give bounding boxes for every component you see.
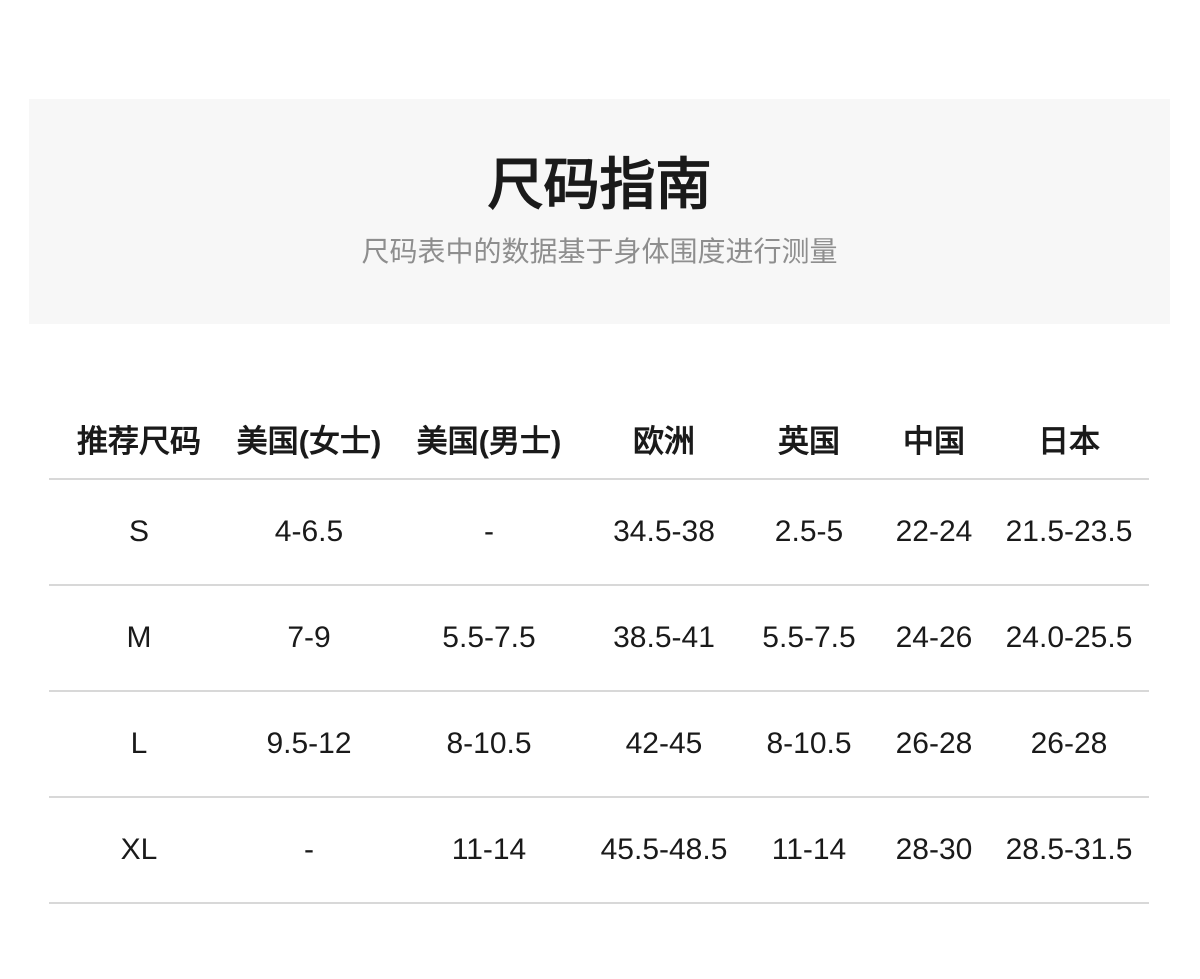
column-header-japan: 日本 <box>1038 423 1100 459</box>
size-cell: 24-26 <box>895 621 973 654</box>
table-row-size-s: S 4-6.5 - 34.5-38 2.5-5 22-24 21.5-23.5 <box>49 479 1149 585</box>
size-cell: 28.5-31.5 <box>1005 833 1133 866</box>
size-label-cell: XL <box>120 833 158 866</box>
size-table: 推荐尺码 美国(女士) 美国(男士) 欧洲 英国 中国 日本 S 4-6.5 -… <box>49 398 1149 904</box>
size-cell: 24.0-25.5 <box>1005 621 1133 654</box>
size-cell: 7-9 <box>287 621 331 654</box>
table-row-size-m: M 7-9 5.5-7.5 38.5-41 5.5-7.5 24-26 24.0… <box>49 585 1149 691</box>
size-cell: 4-6.5 <box>274 515 344 548</box>
size-guide-hero: 尺码指南 尺码表中的数据基于身体围度进行测量 <box>29 99 1170 324</box>
size-table-header-row: 推荐尺码 美国(女士) 美国(男士) 欧洲 英国 中国 日本 <box>49 398 1149 479</box>
size-label-cell: S <box>128 515 149 548</box>
size-cell: 28-30 <box>895 833 973 866</box>
size-cell: - <box>304 833 314 866</box>
size-label-cell: M <box>126 621 152 654</box>
size-cell: 8-10.5 <box>446 727 532 760</box>
column-header-us-men: 美国(男士) <box>416 423 562 459</box>
size-cell: 2.5-5 <box>774 515 844 548</box>
size-cell: - <box>484 515 494 548</box>
table-row-size-xl: XL - 11-14 45.5-48.5 11-14 28-30 28.5-31… <box>49 797 1149 903</box>
size-cell: 9.5-12 <box>266 727 352 760</box>
size-cell: 5.5-7.5 <box>442 621 536 654</box>
column-header-europe: 欧洲 <box>633 423 695 459</box>
page-title: 尺码指南 <box>487 152 712 216</box>
size-cell: 5.5-7.5 <box>762 621 856 654</box>
column-header-uk: 英国 <box>778 423 840 459</box>
size-cell: 21.5-23.5 <box>1005 515 1133 548</box>
size-cell: 26-28 <box>895 727 973 760</box>
size-table-section: 推荐尺码 美国(女士) 美国(男士) 欧洲 英国 中国 日本 S 4-6.5 -… <box>49 398 1149 904</box>
size-cell: 22-24 <box>895 515 973 548</box>
size-cell: 34.5-38 <box>613 515 715 548</box>
size-cell: 8-10.5 <box>766 727 852 760</box>
size-cell: 11-14 <box>771 833 847 866</box>
size-cell: 42-45 <box>625 727 703 760</box>
table-row-size-l: L 9.5-12 8-10.5 42-45 8-10.5 26-28 26-28 <box>49 691 1149 797</box>
column-header-us-women: 美国(女士) <box>236 423 382 459</box>
size-label-cell: L <box>130 727 148 760</box>
column-header-recommended-size: 推荐尺码 <box>77 423 201 459</box>
size-cell: 26-28 <box>1030 727 1108 760</box>
page-subtitle: 尺码表中的数据基于身体围度进行测量 <box>361 236 838 267</box>
size-cell: 45.5-48.5 <box>600 833 728 866</box>
column-header-china: 中国 <box>903 423 965 459</box>
size-cell: 11-14 <box>451 833 527 866</box>
size-cell: 38.5-41 <box>613 621 715 654</box>
